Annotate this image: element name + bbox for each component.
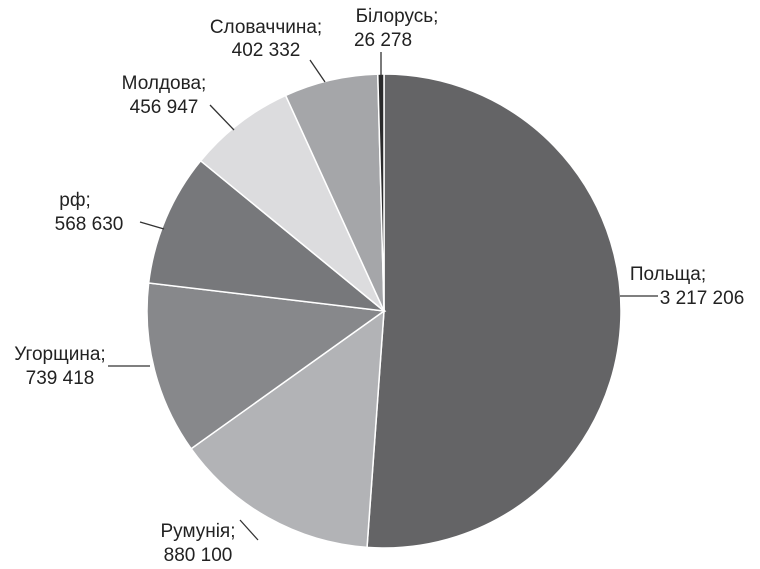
leader-line-5 bbox=[309, 59, 326, 83]
label-slovachchyna-value: 402 332 bbox=[232, 40, 301, 61]
label-polshcha-value: 3 217 206 bbox=[660, 288, 745, 309]
label-slovachchyna: Словаччина; 402 332 bbox=[210, 17, 322, 61]
label-uhorshchyna-name: Угорщина; bbox=[14, 344, 105, 365]
label-bilorus: Білорусь; 26 278 bbox=[354, 6, 439, 51]
pie-slice-2 bbox=[146, 282, 387, 450]
label-bilorus-name: Білорусь; bbox=[356, 6, 439, 27]
label-polshcha: Польща; 3 217 206 bbox=[630, 264, 744, 309]
label-moldova-name: Молдова; bbox=[122, 73, 207, 94]
pie-slices bbox=[146, 73, 622, 549]
label-rf: рф; 568 630 bbox=[55, 190, 124, 235]
label-rumuniia: Румунія; 880 100 bbox=[160, 521, 235, 566]
label-uhorshchyna-value: 739 418 bbox=[26, 368, 95, 389]
leader-line-1 bbox=[239, 519, 259, 541]
label-bilorus-value: 26 278 bbox=[354, 30, 412, 51]
pie-slice-1 bbox=[190, 309, 385, 549]
leader-lines bbox=[108, 52, 658, 541]
label-moldova: Молдова; 456 947 bbox=[122, 73, 207, 118]
label-rf-value: 568 630 bbox=[55, 214, 124, 235]
pie-slice-3 bbox=[147, 159, 387, 313]
label-rumuniia-name: Румунія; bbox=[160, 521, 235, 542]
label-rf-name: рф; bbox=[59, 190, 90, 211]
label-polshcha-name: Польща; bbox=[630, 264, 706, 285]
label-slovachchyna-name: Словаччина; bbox=[210, 17, 322, 38]
pie-slice-4 bbox=[199, 94, 385, 312]
label-uhorshchyna: Угорщина; 739 418 bbox=[14, 344, 105, 389]
leader-line-4 bbox=[209, 104, 235, 131]
label-moldova-value: 456 947 bbox=[130, 97, 199, 118]
label-rumuniia-value: 880 100 bbox=[164, 545, 233, 566]
pie-slice-0 bbox=[366, 73, 622, 549]
leader-line-3 bbox=[139, 221, 165, 230]
